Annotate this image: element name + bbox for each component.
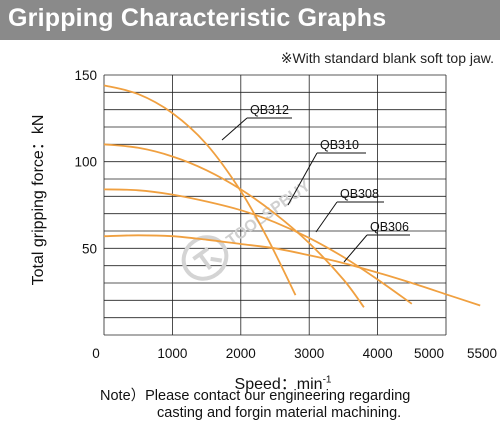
standard-jaw-note: ※With standard blank soft top jaw. <box>280 50 494 66</box>
curves <box>103 84 481 308</box>
series-label-qb308: QB308 <box>340 187 379 201</box>
x-axis-label-text: Speed：min <box>234 376 323 393</box>
y-tick-label: 50 <box>82 241 97 256</box>
leader-line <box>343 234 368 263</box>
leader-line <box>315 201 338 233</box>
watermark: TOOLSPBUY <box>181 177 314 281</box>
axis-ticks: 150 100 50 0 1000 2000 3000 4000 5000 5500 <box>74 68 497 361</box>
series-line-qb310 <box>103 143 365 308</box>
x-axis-label: Speed：min-1 <box>235 370 332 394</box>
x-tick-label: 1000 <box>157 346 187 361</box>
x-tick-label: 5500 <box>467 346 497 361</box>
series-label-qb306: QB306 <box>370 220 409 234</box>
watermark-logo-mark <box>192 246 223 271</box>
engineering-note-line2: casting and forgin material machining. <box>157 405 402 421</box>
leader-line <box>221 117 248 141</box>
page-title: Gripping Characteristic Graphs <box>8 4 387 32</box>
watermark-logo-icon <box>181 235 229 281</box>
series-label-qb312: QB312 <box>250 103 289 117</box>
y-tick-label: 100 <box>74 155 97 170</box>
series-label-qb310: QB310 <box>320 138 359 152</box>
grid <box>103 74 447 336</box>
x-tick-label: 2000 <box>226 346 256 361</box>
engineering-note: Note）Please contact our engineering rega… <box>100 388 410 422</box>
series-labels: QB312 QB310 QB308 QB306 <box>221 103 410 263</box>
series-line-qb312 <box>103 84 297 296</box>
x-tick-label: 3000 <box>294 346 324 361</box>
leader-line <box>287 152 318 206</box>
x-tick-label: 5000 <box>414 346 444 361</box>
x-tick-label: 4000 <box>363 346 393 361</box>
y-axis-label: Total gripping force：kN <box>30 114 47 286</box>
x-tick-label: 0 <box>92 346 100 361</box>
engineering-note-line1: Note）Please contact our engineering rega… <box>100 388 411 404</box>
title-bar: Gripping Characteristic Graphs <box>0 0 500 40</box>
y-tick-label: 150 <box>74 68 97 83</box>
x-axis-label-sup: -1 <box>322 374 332 386</box>
series-line-qb306 <box>103 234 481 307</box>
